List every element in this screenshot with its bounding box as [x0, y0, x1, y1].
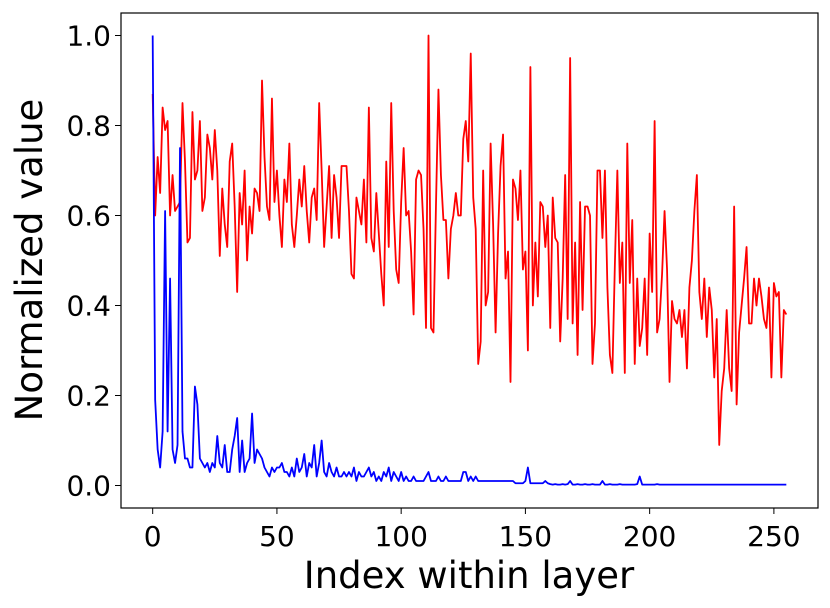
data-line — [151, 34, 788, 446]
x-tick-label: 250 — [747, 520, 800, 553]
y-tick-label: 0.0 — [66, 470, 111, 503]
y-tick-label: 0.2 — [66, 380, 111, 413]
x-tick-label: 50 — [259, 520, 295, 553]
y-tick-label: 0.8 — [66, 110, 111, 143]
x-tick-label: 150 — [499, 520, 552, 553]
y-tick-label: 0.4 — [66, 290, 111, 323]
plot-frame — [120, 12, 819, 509]
x-tick-label: 100 — [374, 520, 427, 553]
data-line — [151, 35, 787, 486]
x-tick-label: 0 — [144, 520, 162, 553]
y-axis-label: Normalized value — [8, 99, 51, 422]
x-axis-label: Index within layer — [304, 554, 635, 597]
y-tick-label: 1.0 — [66, 20, 111, 53]
y-tick-label: 0.6 — [66, 200, 111, 233]
x-tick-label: 200 — [623, 520, 676, 553]
